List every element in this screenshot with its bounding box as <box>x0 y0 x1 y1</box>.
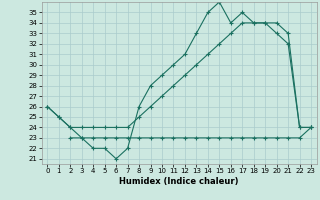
X-axis label: Humidex (Indice chaleur): Humidex (Indice chaleur) <box>119 177 239 186</box>
